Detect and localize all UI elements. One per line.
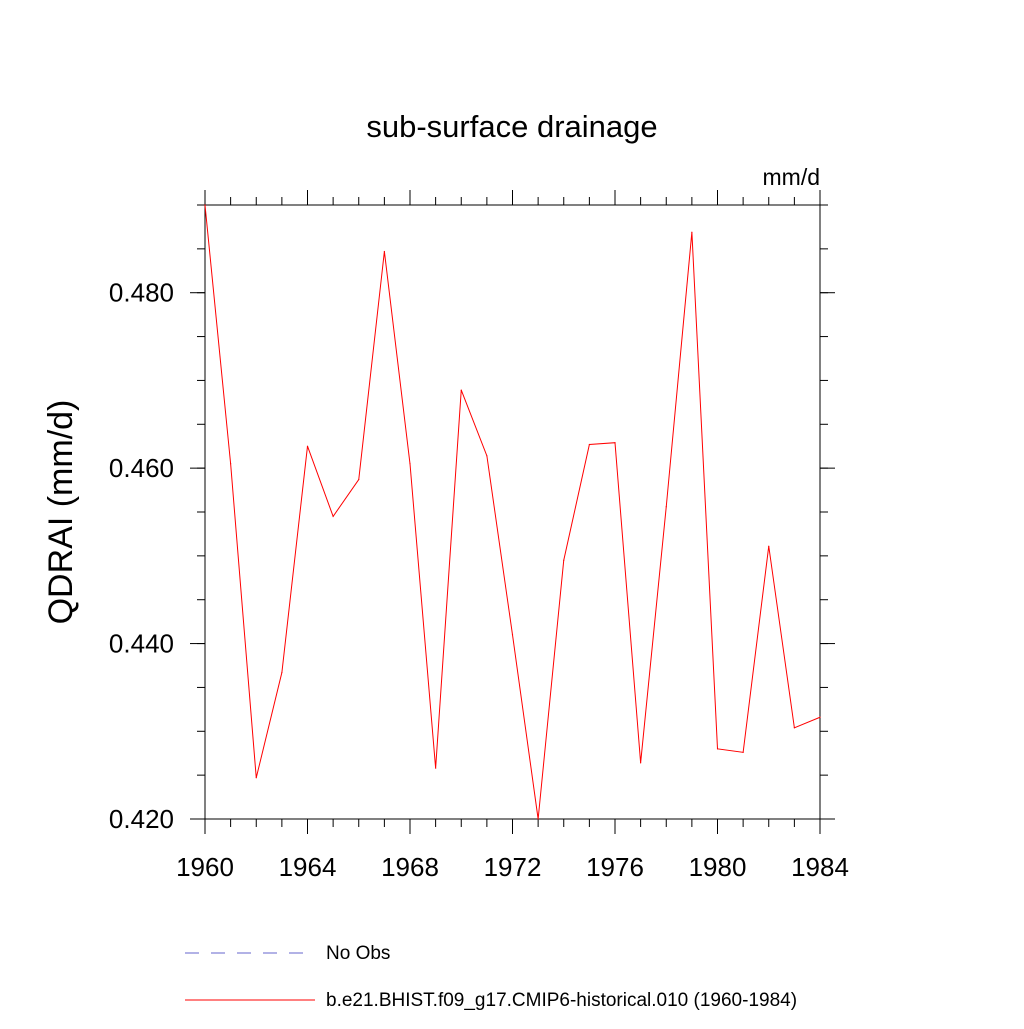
data-point: [588, 443, 590, 446]
y-tick-label: 0.460: [109, 453, 174, 483]
legend-label-historical: b.e21.BHIST.f09_g17.CMIP6-historical.010…: [326, 990, 797, 1011]
data-point: [230, 463, 232, 465]
data-point: [819, 716, 821, 718]
data-point: [793, 727, 795, 729]
data-point: [204, 204, 206, 206]
chart-title: sub-surface drainage: [366, 109, 657, 144]
data-point: [306, 445, 309, 447]
data-point: [460, 389, 462, 391]
y-tick-label: 0.480: [109, 278, 174, 308]
plot-frame: [204, 204, 821, 820]
series-line: [204, 204, 821, 820]
data-point: [409, 463, 411, 465]
y-tick-label: 0.420: [109, 804, 174, 834]
x-tick-label: 1964: [279, 852, 337, 882]
data-point: [614, 442, 616, 444]
y-axis-label: QDRAI (mm/d): [42, 400, 80, 625]
axis-tick-labels: 1960 1964 1968 1972 1976 1980 1984 0.420 0.440 0.…: [109, 278, 849, 882]
series-lines: [204, 204, 821, 820]
legend: No Obs b.e21.BHIST.f09_g17.CMIP6-histori…: [185, 943, 797, 1011]
data-point: [665, 506, 667, 508]
data-point: [742, 751, 744, 753]
data-point: [486, 455, 488, 457]
x-tick-label: 1980: [689, 852, 747, 882]
data-point: [691, 231, 693, 233]
axis-ticks: [190, 190, 835, 834]
data-point: [640, 762, 642, 764]
x-tick-label: 1960: [176, 852, 234, 882]
data-point: [768, 545, 770, 547]
data-point: [563, 559, 565, 561]
data-point: [435, 767, 437, 769]
data-point: [332, 515, 334, 517]
data-point: [281, 671, 283, 674]
data-point: [255, 777, 257, 779]
legend-label-no-obs: No Obs: [326, 943, 390, 964]
data-point: [511, 634, 514, 636]
y-tick-label: 0.440: [109, 629, 174, 659]
x-tick-label: 1968: [381, 852, 439, 882]
x-tick-label: 1984: [791, 852, 849, 882]
data-point: [537, 818, 539, 820]
data-point: [383, 250, 385, 253]
data-point: [716, 748, 719, 750]
x-tick-label: 1972: [484, 852, 542, 882]
x-tick-label: 1976: [586, 852, 644, 882]
data-point: [358, 478, 360, 481]
units-label: mm/d: [763, 164, 821, 190]
